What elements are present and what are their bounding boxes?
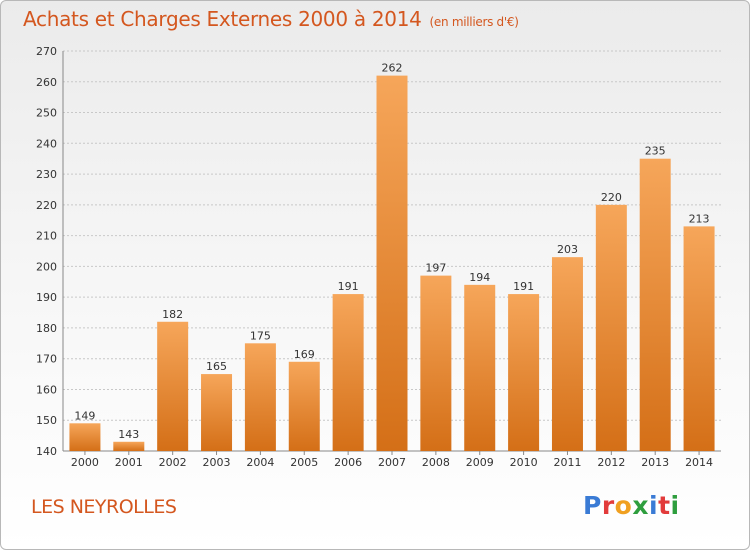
y-tick-label: 180 <box>36 322 57 335</box>
data-label: 262 <box>382 62 403 75</box>
y-tick-label: 170 <box>36 353 57 366</box>
x-tick-label: 2004 <box>246 456 274 469</box>
data-label: 191 <box>338 280 359 293</box>
bar <box>244 343 276 451</box>
bar <box>288 361 320 451</box>
bar <box>113 441 145 451</box>
x-tick-label: 2013 <box>641 456 669 469</box>
x-tick-label: 2008 <box>422 456 450 469</box>
data-label: 143 <box>118 428 139 441</box>
data-label: 197 <box>425 262 446 275</box>
logo-letter: o <box>614 491 633 520</box>
logo-letter: i <box>649 491 659 520</box>
logo-letter: r <box>601 491 615 520</box>
data-label: 194 <box>469 271 490 284</box>
y-tick-label: 190 <box>36 291 57 304</box>
x-tick-label: 2000 <box>71 456 99 469</box>
bar <box>69 423 101 451</box>
logo-letter: t <box>658 491 671 520</box>
x-tick-label: 2010 <box>510 456 538 469</box>
y-tick-label: 270 <box>36 45 57 58</box>
data-label: 213 <box>689 212 710 225</box>
logo-letter: P <box>583 491 602 520</box>
bar <box>683 226 715 451</box>
x-tick-label: 2011 <box>553 456 581 469</box>
bar <box>595 204 627 451</box>
logo-letter: i <box>670 491 680 520</box>
bar <box>420 275 452 451</box>
bar <box>376 75 408 451</box>
x-tick-label: 2005 <box>290 456 318 469</box>
y-tick-label: 210 <box>36 230 57 243</box>
x-tick-label: 2003 <box>203 456 231 469</box>
x-tick-label: 2014 <box>685 456 713 469</box>
x-tick-label: 2007 <box>378 456 406 469</box>
data-label: 220 <box>601 191 622 204</box>
commune-name: LES NEYROLLES <box>31 496 177 518</box>
y-tick-label: 150 <box>36 414 57 427</box>
x-tick-label: 2002 <box>159 456 187 469</box>
chart-unit: (en milliers d'€) <box>429 15 519 29</box>
bar <box>157 321 189 451</box>
data-label: 203 <box>557 243 578 256</box>
y-tick-label: 160 <box>36 383 57 396</box>
data-label: 182 <box>162 308 183 321</box>
data-label: 149 <box>74 409 95 422</box>
data-label: 191 <box>513 280 534 293</box>
data-label: 235 <box>645 145 666 158</box>
x-tick-label: 2006 <box>334 456 362 469</box>
bar <box>464 284 496 451</box>
y-tick-label: 260 <box>36 76 57 89</box>
y-tick-label: 200 <box>36 260 57 273</box>
data-label: 169 <box>294 348 315 361</box>
x-tick-label: 2009 <box>466 456 494 469</box>
bar <box>551 257 583 451</box>
bar <box>201 374 233 451</box>
x-tick-label: 2012 <box>597 456 625 469</box>
data-label: 165 <box>206 360 227 373</box>
bar <box>332 294 364 451</box>
y-tick-label: 230 <box>36 168 57 181</box>
logo-letter: x <box>632 491 649 520</box>
bar <box>639 158 671 451</box>
y-tick-label: 220 <box>36 199 57 212</box>
x-tick-label: 2001 <box>115 456 143 469</box>
y-tick-label: 240 <box>36 137 57 150</box>
data-label: 175 <box>250 329 271 342</box>
proxiti-logo: Proxiti <box>583 491 680 520</box>
chart-title: Achats et Charges Externes 2000 à 2014 (e… <box>23 7 519 31</box>
chart-title-text: Achats et Charges Externes 2000 à 2014 <box>23 7 422 31</box>
y-tick-label: 140 <box>36 445 57 458</box>
bar <box>508 294 540 451</box>
y-tick-label: 250 <box>36 107 57 120</box>
